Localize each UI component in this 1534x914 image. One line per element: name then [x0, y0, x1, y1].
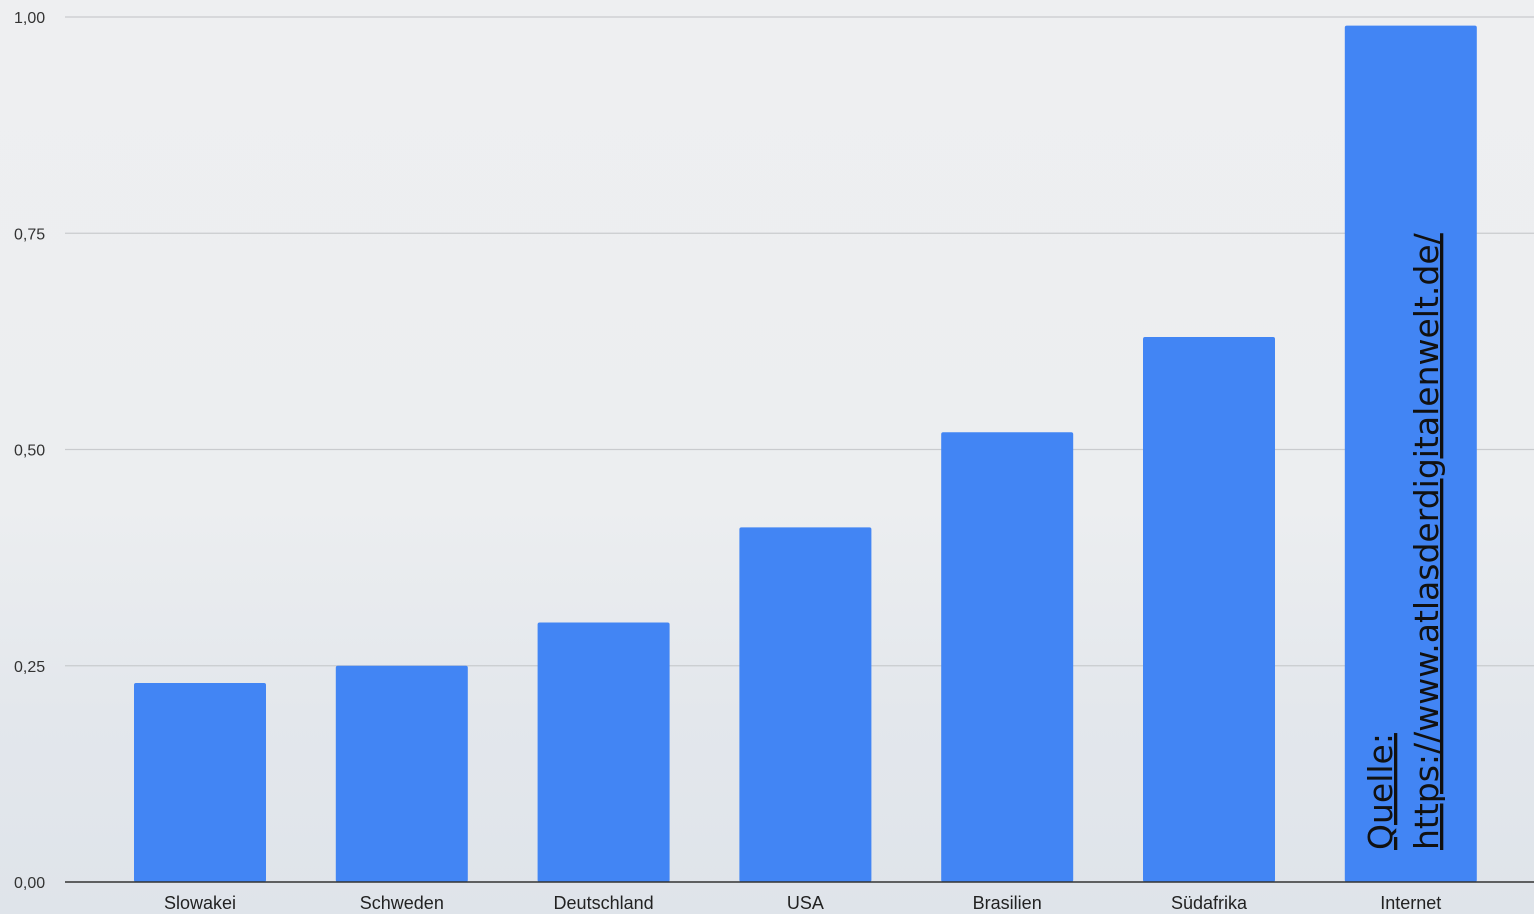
- x-category-label: Brasilien: [973, 893, 1042, 913]
- source-url[interactable]: https://www.atlasderdigitalenwelt.de/: [1407, 232, 1446, 850]
- source-label: Quelle:: [1361, 733, 1400, 850]
- y-tick-label: 0,50: [14, 443, 45, 460]
- y-tick-label: 0,75: [14, 226, 45, 243]
- bar: [134, 683, 266, 882]
- bar: [941, 432, 1074, 882]
- x-category-label: USA: [787, 893, 824, 913]
- x-category-label: Internet: [1380, 893, 1441, 913]
- bar: [739, 527, 872, 882]
- y-tick-label: 0,25: [14, 659, 45, 676]
- x-category-label: Deutschland: [554, 893, 654, 913]
- source-annotation: Quelle: https://www.atlasderdigitalenwel…: [1361, 232, 1446, 850]
- x-category-label: Schweden: [360, 893, 444, 913]
- x-category-label: Südafrika: [1171, 893, 1248, 913]
- bar: [335, 665, 468, 882]
- y-axis-tick-labels: 0,00 0,25 0,50 0,75 1,00: [14, 10, 45, 892]
- x-category-label: Slowakei: [164, 893, 236, 913]
- y-tick-label: 0,00: [14, 875, 45, 892]
- bar: [537, 622, 670, 882]
- bar: [1143, 337, 1275, 882]
- y-tick-label: 1,00: [14, 10, 45, 27]
- x-axis-category-labels: Slowakei Schweden Deutschland USA Brasilien S…: [164, 893, 1441, 913]
- bar: [1344, 25, 1477, 882]
- bars: [134, 25, 1477, 882]
